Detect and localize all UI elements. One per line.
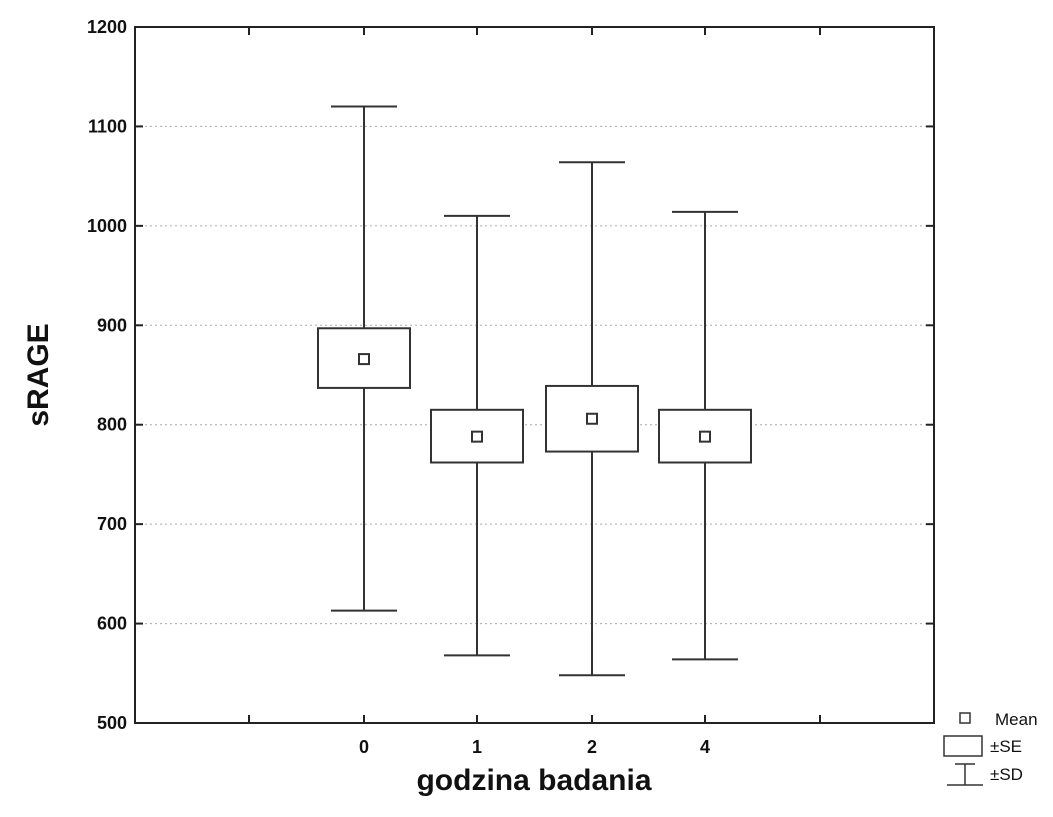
mean-marker	[699, 430, 711, 443]
y-tick-label: 700	[97, 514, 127, 534]
x-tick-label: 0	[359, 737, 369, 757]
mean-marker	[471, 430, 483, 443]
mean-marker	[586, 412, 598, 425]
plot-frame	[134, 26, 935, 724]
y-axis-title: sRAGE	[22, 323, 55, 426]
legend-se-label: ±SE	[990, 737, 1022, 756]
y-tick-label: 500	[97, 713, 127, 733]
box-group-4	[658, 210, 752, 661]
y-tick-label: 1000	[87, 216, 127, 236]
y-tick-label: 900	[97, 315, 127, 335]
gridlines	[135, 125, 934, 625]
x-tick-label: 2	[587, 737, 597, 757]
box-group-2	[545, 161, 639, 677]
x-tick-label: 4	[700, 737, 710, 757]
mean-marker	[358, 353, 370, 366]
legend-mean-label: Mean	[995, 710, 1038, 729]
box-group-1	[430, 214, 524, 657]
y-tick-label: 1200	[87, 17, 127, 37]
x-axis-title: godzina badania	[416, 764, 651, 797]
legend-sd-label: ±SD	[990, 765, 1023, 784]
x-tick-label: 1	[472, 737, 482, 757]
x-axis-ticks: 0 1 2 4	[248, 27, 821, 757]
y-axis-ticks: 500 600 700 800 900 1000 1100 1200	[87, 17, 934, 733]
legend-mean-symbol	[959, 712, 971, 724]
legend: Mean ±SE ±SD	[943, 710, 1038, 786]
plot-series	[317, 105, 752, 677]
legend-se-symbol	[943, 735, 983, 757]
y-tick-label: 1100	[88, 116, 127, 136]
y-tick-label: 800	[97, 415, 127, 435]
y-tick-label: 600	[97, 614, 127, 634]
box-group-0	[317, 105, 411, 612]
se-box	[317, 327, 411, 389]
